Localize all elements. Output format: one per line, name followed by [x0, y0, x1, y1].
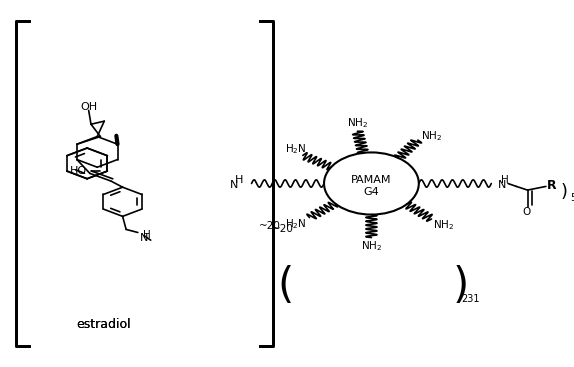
Text: NH$_2$: NH$_2$ — [361, 239, 382, 252]
Text: ~20: ~20 — [259, 221, 281, 230]
Text: PAMAM: PAMAM — [351, 175, 391, 185]
Text: (: ( — [277, 265, 293, 307]
Text: R: R — [547, 179, 557, 192]
Text: H$_2$N: H$_2$N — [285, 217, 307, 231]
Text: OH: OH — [80, 102, 97, 112]
Text: H: H — [235, 175, 243, 185]
Text: N: N — [139, 233, 148, 243]
Text: ~20: ~20 — [272, 224, 294, 234]
Text: H: H — [142, 230, 150, 240]
Text: ): ) — [561, 183, 568, 201]
Text: H: H — [501, 175, 509, 185]
Text: H$_2$N: H$_2$N — [285, 142, 307, 156]
Text: estradiol: estradiol — [76, 318, 131, 331]
Text: 5: 5 — [570, 193, 574, 203]
Text: G4: G4 — [363, 186, 379, 197]
Text: N: N — [230, 179, 238, 190]
Text: HO: HO — [71, 166, 87, 176]
Text: 231: 231 — [461, 294, 480, 304]
Text: N: N — [498, 179, 506, 190]
Text: ): ) — [452, 265, 469, 307]
Text: NH$_2$: NH$_2$ — [433, 219, 454, 232]
Text: O: O — [523, 207, 531, 217]
Text: NH$_2$: NH$_2$ — [421, 129, 443, 143]
Text: NH$_2$: NH$_2$ — [347, 116, 368, 130]
Text: estradiol: estradiol — [76, 318, 131, 331]
